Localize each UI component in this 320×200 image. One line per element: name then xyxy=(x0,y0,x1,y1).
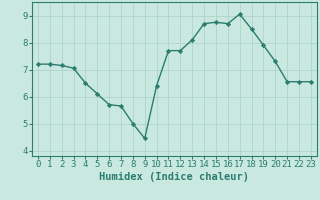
X-axis label: Humidex (Indice chaleur): Humidex (Indice chaleur) xyxy=(100,172,249,182)
